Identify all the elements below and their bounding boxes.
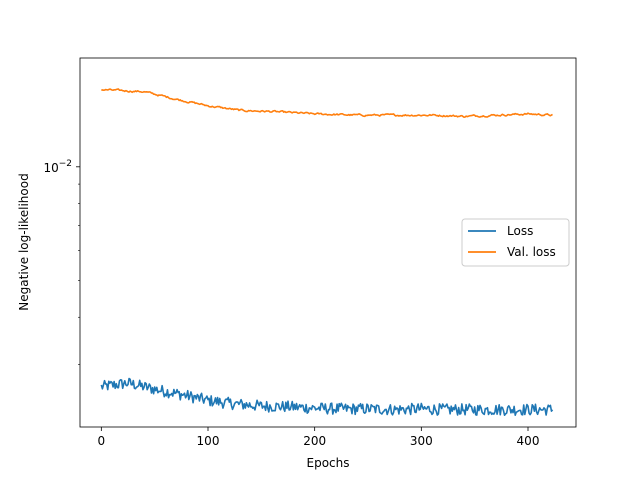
x-axis-label: Epochs [307,456,350,470]
series-line-loss [100,377,554,417]
x-axis: 0 100 200 300 400 [98,427,540,448]
series-layer [100,88,554,417]
x-tick-label-100: 100 [197,434,220,448]
series-line-val-loss [101,88,553,118]
x-tick-label-400: 400 [517,434,540,448]
x-tick-label-300: 300 [410,434,433,448]
y-axis-label: Negative log-likelihood [17,173,31,310]
legend: Loss Val. loss [461,218,570,267]
x-tick-label-0: 0 [98,434,106,448]
y-axis: 10−2 [43,159,80,365]
x-tick-label-200: 200 [303,434,326,448]
legend-text-loss: Loss [507,224,533,238]
plot-frame [79,57,577,428]
legend-text-val-loss: Val. loss [507,245,556,259]
y-tick-label-0: 10−2 [43,159,72,175]
